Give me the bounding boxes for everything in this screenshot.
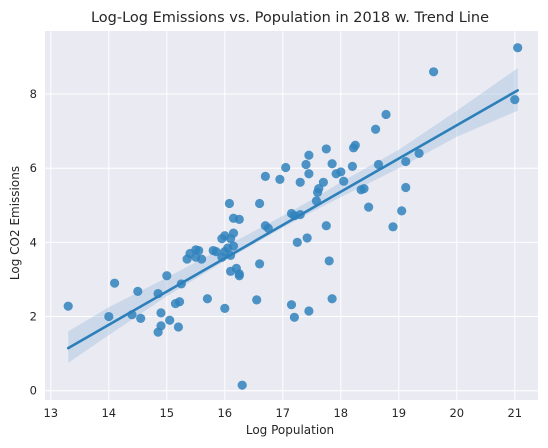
data-point <box>327 159 337 169</box>
data-point <box>165 315 175 325</box>
x-tick-label: 20 <box>449 406 464 420</box>
data-point <box>339 176 349 186</box>
data-point <box>228 241 239 251</box>
data-point <box>234 214 244 224</box>
x-tick-label: 15 <box>159 406 174 420</box>
data-point <box>289 312 299 322</box>
y-axis-label: Log CO2 Emissions <box>8 166 22 280</box>
y-tick-label: 4 <box>30 235 37 249</box>
data-point <box>173 322 183 332</box>
data-point <box>197 254 207 264</box>
x-tick-label: 17 <box>275 406 290 420</box>
x-tick-labels: 13 14 15 16 17 18 19 20 21 <box>43 406 522 420</box>
data-point <box>324 256 334 266</box>
data-point <box>156 308 166 318</box>
y-tick-label: 0 <box>30 384 37 398</box>
data-point <box>397 206 407 216</box>
data-point <box>321 144 331 154</box>
data-point <box>286 300 297 310</box>
data-point <box>295 177 305 187</box>
data-point <box>381 109 391 120</box>
data-point <box>220 303 230 313</box>
data-point <box>359 184 369 194</box>
x-tick-label: 16 <box>217 406 232 420</box>
data-point <box>350 140 360 150</box>
data-point <box>234 271 244 281</box>
data-point <box>388 222 398 232</box>
data-point <box>133 286 143 296</box>
data-point <box>255 198 265 209</box>
data-point <box>302 233 312 243</box>
x-axis-label: Log Population <box>246 423 334 437</box>
data-point <box>364 202 374 212</box>
y-tick-label: 8 <box>30 87 37 101</box>
data-point <box>401 182 411 193</box>
data-point <box>510 95 520 105</box>
chart-title: Log-Log Emissions vs. Population in 2018… <box>91 10 489 26</box>
data-point <box>174 297 185 307</box>
data-point <box>211 247 221 257</box>
data-point <box>260 171 270 181</box>
data-point <box>237 380 247 390</box>
data-point <box>162 271 172 281</box>
data-point <box>252 295 262 305</box>
y-tick-label: 2 <box>30 310 37 324</box>
data-point <box>301 159 311 170</box>
data-point <box>371 124 381 134</box>
data-point <box>321 221 331 231</box>
data-point <box>304 169 314 179</box>
data-point <box>292 237 302 247</box>
data-point <box>136 313 146 324</box>
y-tick-labels: 0 2 4 6 8 <box>30 87 37 398</box>
data-point <box>336 167 346 177</box>
x-tick-label: 19 <box>391 406 406 420</box>
data-point <box>255 259 265 269</box>
data-point <box>304 306 314 316</box>
x-tick-label: 14 <box>101 406 116 420</box>
data-point <box>327 294 337 304</box>
data-point <box>191 245 201 255</box>
trend-line <box>66 89 520 350</box>
data-point <box>224 198 235 209</box>
x-tick-label: 21 <box>507 406 522 420</box>
data-point <box>513 43 523 53</box>
trend-line-group <box>66 89 520 350</box>
data-point <box>104 311 114 322</box>
data-point <box>63 301 73 311</box>
y-tick-label: 6 <box>30 161 37 175</box>
data-point <box>373 159 384 170</box>
data-point <box>281 162 291 173</box>
x-tick-label: 18 <box>333 406 348 420</box>
data-point <box>110 278 120 288</box>
x-tick-label: 13 <box>43 406 58 420</box>
data-point <box>275 174 285 184</box>
data-point <box>318 177 328 187</box>
data-point <box>228 228 239 238</box>
data-point <box>304 150 314 160</box>
data-point <box>202 294 212 304</box>
data-point <box>414 148 424 158</box>
data-point <box>401 156 411 167</box>
data-point <box>156 321 166 331</box>
data-point <box>429 67 439 77</box>
data-point <box>347 161 357 171</box>
data-point <box>314 184 324 194</box>
